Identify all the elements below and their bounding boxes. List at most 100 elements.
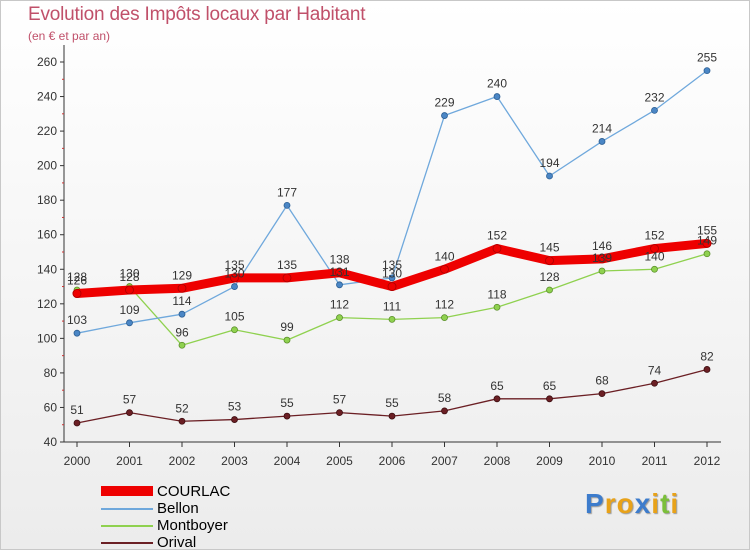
legend-swatch-montboyer <box>101 525 153 527</box>
data-label-courlac: 145 <box>539 241 559 255</box>
data-point-montboyer <box>546 286 553 294</box>
y-tick-label: 40 <box>44 435 58 449</box>
chart-title: Evolution des Impôts locaux par Habitant <box>28 4 366 25</box>
data-label-bellon: 177 <box>277 185 297 199</box>
data-label-courlac: 152 <box>487 229 507 243</box>
proxiti-logo: Proxiti <box>585 488 679 520</box>
y-tick-label: 200 <box>37 159 57 173</box>
data-label-bellon: 109 <box>119 303 139 317</box>
data-point-bellon <box>546 172 553 180</box>
data-label-courlac: 135 <box>277 258 297 272</box>
data-label-orival: 55 <box>385 396 399 410</box>
data-point-bellon <box>73 329 81 337</box>
data-point-bellon <box>388 274 396 282</box>
data-point-orival <box>598 390 606 398</box>
data-point-courlac <box>387 282 397 291</box>
data-point-courlac <box>492 244 502 253</box>
data-label-courlac: 155 <box>697 223 717 237</box>
y-tick-label: 180 <box>37 193 57 207</box>
logo-letter: o <box>616 488 635 519</box>
data-point-orival <box>703 366 711 373</box>
data-label-courlac: 126 <box>67 273 87 287</box>
data-label-montboyer: 105 <box>224 310 244 324</box>
data-point-orival <box>651 379 658 387</box>
legend-label-orival: Orival <box>157 534 197 551</box>
legend-swatch-orival <box>101 542 153 544</box>
data-point-bellon <box>598 138 606 145</box>
data-point-orival <box>178 417 186 425</box>
data-label-orival: 58 <box>438 391 452 405</box>
data-label-bellon: 232 <box>644 90 664 104</box>
data-label-bellon: 130 <box>224 267 244 281</box>
data-point-orival <box>388 412 396 420</box>
data-label-montboyer: 128 <box>539 270 559 284</box>
data-point-bellon <box>336 281 343 289</box>
data-point-montboyer <box>336 314 343 322</box>
data-point-courlac <box>125 285 134 295</box>
data-point-orival <box>283 412 291 420</box>
data-label-orival: 53 <box>228 400 242 414</box>
data-point-orival <box>493 395 501 403</box>
y-tick-label: 60 <box>44 400 58 414</box>
data-point-bellon <box>703 67 711 75</box>
data-point-courlac <box>440 264 449 274</box>
x-tick-label: 2007 <box>431 454 458 468</box>
data-label-orival: 65 <box>543 379 557 393</box>
data-label-orival: 55 <box>280 396 294 410</box>
data-point-courlac <box>177 283 187 293</box>
y-tick-label: 240 <box>37 90 57 104</box>
data-label-courlac: 130 <box>382 267 402 281</box>
data-point-bellon <box>283 201 291 209</box>
data-label-bellon: 103 <box>67 313 87 327</box>
data-label-montboyer: 99 <box>280 320 294 334</box>
data-point-bellon <box>493 93 501 100</box>
data-label-bellon: 135 <box>382 258 402 272</box>
y-tick-label: 160 <box>37 228 57 242</box>
x-tick-label: 2001 <box>116 454 143 468</box>
data-point-courlac <box>72 289 82 298</box>
logo-letter: P <box>585 488 605 519</box>
data-point-bellon <box>651 106 658 114</box>
data-label-montboyer: 130 <box>119 267 139 281</box>
data-point-montboyer <box>441 314 448 322</box>
data-point-orival <box>546 395 553 403</box>
data-point-montboyer <box>283 336 291 344</box>
x-tick-label: 2009 <box>536 454 563 468</box>
legend-label-courlac: COURLAC <box>157 483 231 500</box>
data-label-orival: 74 <box>648 363 662 377</box>
legend-label-montboyer: Montboyer <box>157 517 228 534</box>
data-point-orival <box>441 407 448 415</box>
x-tick-label: 2000 <box>64 454 91 468</box>
data-point-courlac <box>702 238 712 248</box>
x-tick-label: 2008 <box>484 454 511 468</box>
data-label-montboyer: 140 <box>644 249 664 263</box>
data-point-montboyer <box>703 250 711 258</box>
data-point-courlac <box>597 254 607 264</box>
legend-label-bellon: Bellon <box>157 500 199 517</box>
data-label-courlac: 129 <box>172 268 192 282</box>
legend-swatch-bellon <box>101 508 153 510</box>
data-point-courlac <box>230 273 239 283</box>
data-label-bellon: 255 <box>697 51 717 65</box>
data-point-courlac <box>650 244 659 253</box>
x-tick-label: 2010 <box>589 454 616 468</box>
x-tick-label: 2003 <box>221 454 248 468</box>
y-tick-label: 80 <box>44 366 58 380</box>
data-point-courlac <box>282 273 292 283</box>
data-label-montboyer: 96 <box>175 325 189 339</box>
data-label-orival: 65 <box>490 379 504 393</box>
data-point-bellon <box>126 319 133 327</box>
legend-swatch-courlac <box>101 486 153 496</box>
data-point-montboyer <box>388 315 396 323</box>
y-tick-label: 220 <box>37 124 57 138</box>
y-tick-label: 120 <box>37 297 57 311</box>
data-label-courlac: 152 <box>644 229 664 243</box>
data-label-orival: 52 <box>175 401 189 415</box>
data-point-montboyer <box>493 303 501 311</box>
data-label-courlac: 146 <box>592 239 612 253</box>
data-label-bellon: 114 <box>172 294 191 308</box>
data-point-bellon <box>441 112 448 119</box>
data-label-montboyer: 128 <box>67 270 87 284</box>
